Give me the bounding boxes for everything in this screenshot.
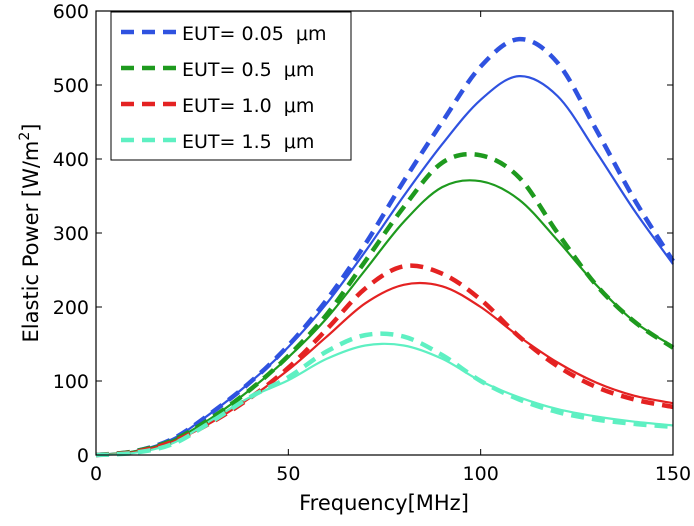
series-line-7-solid <box>95 342 674 457</box>
y-tick-label: 500 <box>53 75 89 97</box>
legend-label: EUT= 1.0 μm <box>182 95 314 117</box>
series-line-6-dashed <box>95 331 674 458</box>
x-tick-label: 0 <box>90 463 102 485</box>
x-tick-label: 50 <box>276 463 300 485</box>
y-axis-label: Elastic Power [W/m2] <box>17 124 43 343</box>
series-line-0-dashed <box>95 36 675 458</box>
curves <box>95 36 675 458</box>
legend-label: EUT= 0.05 μm <box>182 23 326 45</box>
axis-ticks: 0 50 100 150 0 100 200 300 400 500 600 <box>53 1 691 485</box>
y-tick-label: 400 <box>53 149 89 171</box>
series-line-4-dashed <box>95 263 674 458</box>
x-tick-label: 150 <box>655 463 691 485</box>
series-line-2-dashed <box>95 151 675 458</box>
legend-box <box>110 11 352 161</box>
x-tick-label: 100 <box>463 463 499 485</box>
legend-label: EUT= 1.5 μm <box>182 131 314 153</box>
y-tick-label: 100 <box>53 371 89 393</box>
y-tick-label: 0 <box>77 445 89 467</box>
y-tick-label: 300 <box>53 223 89 245</box>
legend-label: EUT= 0.5 μm <box>182 59 314 81</box>
y-tick-label: 600 <box>53 1 89 23</box>
x-axis-label: Frequency[MHz] <box>299 491 469 515</box>
y-tick-label: 200 <box>53 297 89 319</box>
y-axis-label-superscript: 2 <box>17 132 33 141</box>
series-line-5-solid <box>95 281 674 457</box>
legend: EUT= 0.05 μm EUT= 0.5 μm EUT= 1.0 μm EUT= 1… <box>110 11 352 161</box>
